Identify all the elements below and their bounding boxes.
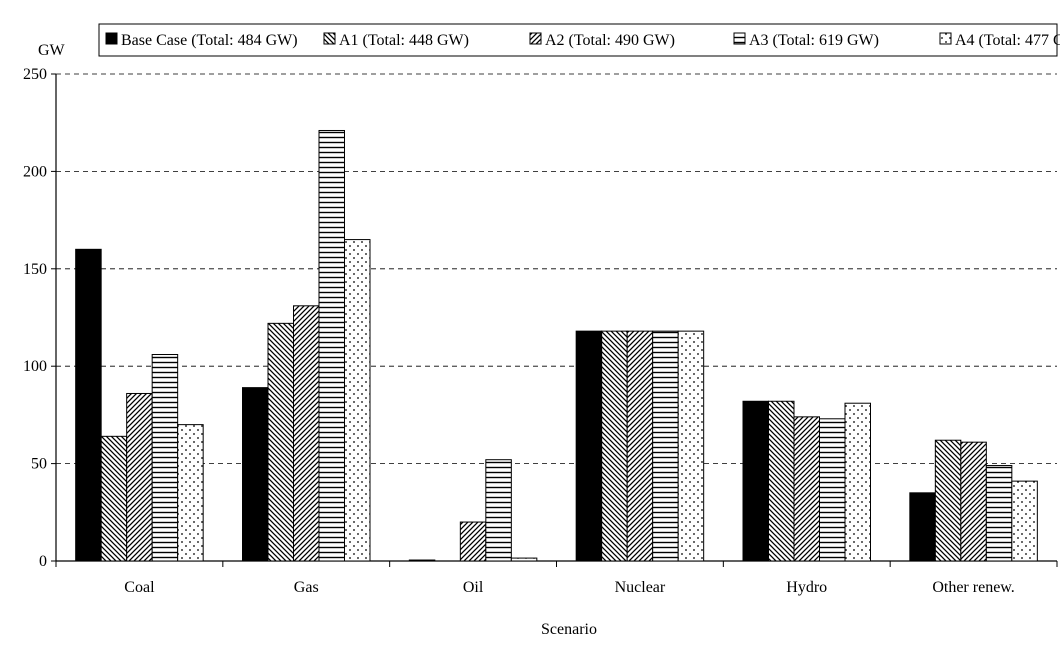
x-tick-label: Other renew. xyxy=(932,579,1014,596)
legend-swatch xyxy=(324,33,335,44)
y-tick-label: 100 xyxy=(23,358,47,375)
x-tick-label: Oil xyxy=(463,579,484,596)
bar-gas-series-2 xyxy=(268,323,294,561)
bar-gas-series-5 xyxy=(345,240,371,561)
bar-gas-series-3 xyxy=(294,306,320,561)
bar-hydro-series-4 xyxy=(820,419,846,561)
y-tick-label: 0 xyxy=(39,553,47,570)
bar-other-renew-series-1 xyxy=(910,493,936,561)
bar-gas-series-1 xyxy=(243,388,269,561)
grid-lines xyxy=(56,74,1057,464)
y-tick-label: 50 xyxy=(31,456,47,473)
bar-hydro-series-1 xyxy=(743,401,769,561)
x-tick-label: Hydro xyxy=(786,579,827,596)
legend-swatch xyxy=(734,33,745,44)
bar-oil-series-4 xyxy=(486,460,512,561)
bar-nuclear-series-2 xyxy=(602,331,628,561)
bar-other-renew-series-2 xyxy=(935,440,961,561)
legend-label: A3 (Total: 619 GW) xyxy=(749,32,879,49)
bar-other-renew-series-4 xyxy=(986,466,1012,561)
y-tick-label: 200 xyxy=(23,163,47,180)
legend-label: A2 (Total: 490 GW) xyxy=(545,32,675,49)
y-axis-label: GW xyxy=(38,42,66,59)
bar-coal-series-3 xyxy=(127,393,152,561)
y-tick-label: 150 xyxy=(23,261,47,278)
bar-coal-series-1 xyxy=(76,249,102,561)
bar-hydro-series-3 xyxy=(794,417,820,561)
bar-oil-series-5 xyxy=(511,558,537,561)
legend-swatch xyxy=(530,33,541,44)
bar-nuclear-series-4 xyxy=(653,331,679,561)
y-tick-label: 250 xyxy=(23,66,47,83)
bar-nuclear-series-3 xyxy=(627,331,653,561)
bar-coal-series-5 xyxy=(178,425,204,561)
bar-coal-series-4 xyxy=(152,355,178,561)
legend-label: A1 (Total: 448 GW) xyxy=(339,32,469,49)
bar-other-renew-series-3 xyxy=(961,442,987,561)
bar-oil-series-1 xyxy=(409,560,435,561)
bar-hydro-series-2 xyxy=(769,401,795,561)
x-tick-label: Gas xyxy=(294,579,319,596)
bar-other-renew-series-5 xyxy=(1012,481,1037,561)
legend-swatch xyxy=(106,33,117,44)
x-tick-label: Coal xyxy=(124,579,155,596)
x-tick-label: Nuclear xyxy=(615,579,666,596)
bar-oil-series-3 xyxy=(460,522,486,561)
x-axis-label: Scenario xyxy=(541,621,597,638)
legend: Base Case (Total: 484 GW) A1 (Total: 448 … xyxy=(99,24,1060,56)
bar-hydro-series-5 xyxy=(845,403,871,561)
bar-gas-series-4 xyxy=(319,130,345,561)
bar-nuclear-series-5 xyxy=(678,331,704,561)
bar-coal-series-2 xyxy=(101,436,127,561)
bars xyxy=(76,130,1038,561)
legend-label: A4 (Total: 477 GW) xyxy=(955,32,1060,49)
bar-nuclear-series-1 xyxy=(576,331,602,561)
legend-swatch xyxy=(940,33,951,44)
legend-label: Base Case (Total: 484 GW) xyxy=(121,32,298,49)
